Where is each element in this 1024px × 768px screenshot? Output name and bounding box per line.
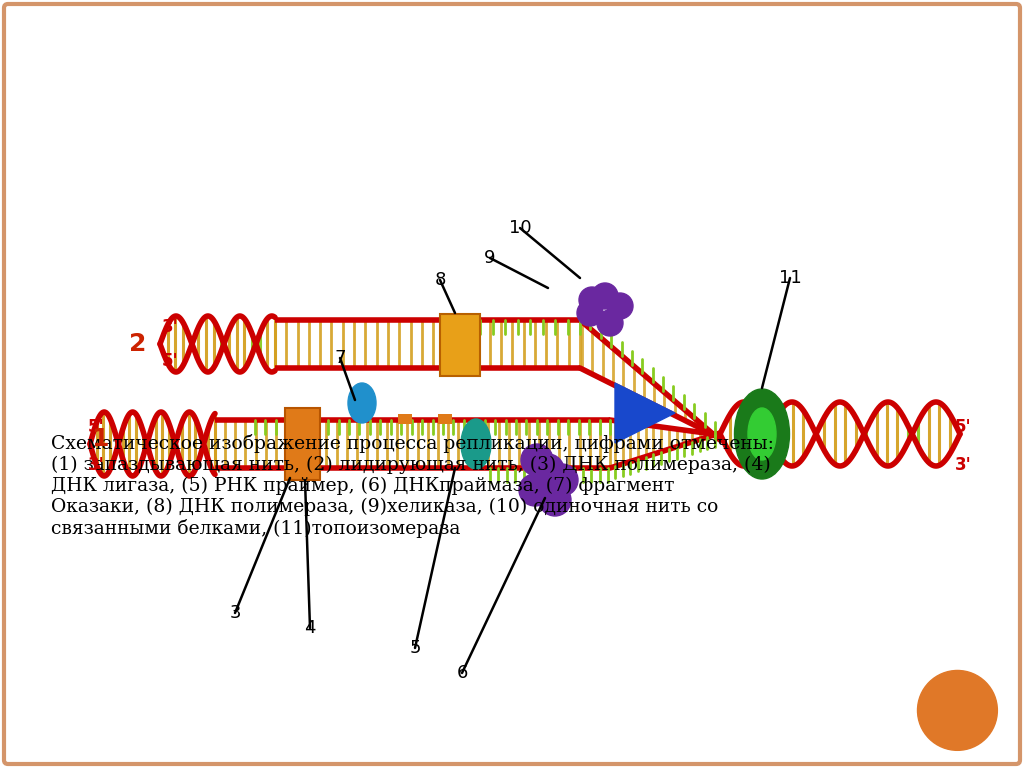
Text: 10: 10 (509, 219, 531, 237)
Text: 7: 7 (334, 349, 346, 367)
Circle shape (577, 300, 603, 326)
FancyBboxPatch shape (398, 414, 412, 424)
Text: 5': 5' (162, 352, 178, 370)
Ellipse shape (461, 419, 490, 469)
Text: 3': 3' (955, 456, 972, 474)
Text: 5: 5 (410, 639, 421, 657)
FancyBboxPatch shape (4, 4, 1020, 764)
Circle shape (539, 484, 571, 516)
Text: Схематическое изображение процесса репликации, цифрами отмечены:
(1) запаздывающ: Схематическое изображение процесса репли… (51, 434, 774, 538)
Text: 1: 1 (91, 427, 109, 451)
Ellipse shape (748, 408, 776, 460)
Ellipse shape (734, 389, 790, 479)
Circle shape (579, 287, 605, 313)
Text: 8: 8 (434, 271, 445, 289)
FancyBboxPatch shape (438, 414, 452, 424)
Circle shape (532, 454, 564, 486)
Text: 6: 6 (457, 664, 468, 682)
Text: 11: 11 (778, 269, 802, 287)
Ellipse shape (348, 383, 376, 423)
Polygon shape (615, 383, 675, 443)
Text: 2: 2 (129, 332, 146, 356)
Text: 5': 5' (88, 418, 104, 436)
Text: 9: 9 (484, 249, 496, 267)
Circle shape (521, 444, 553, 476)
FancyBboxPatch shape (285, 408, 319, 480)
Circle shape (519, 474, 551, 506)
Circle shape (607, 293, 633, 319)
FancyBboxPatch shape (440, 314, 480, 376)
Text: 3': 3' (162, 318, 179, 336)
Text: 5': 5' (955, 418, 972, 436)
Circle shape (546, 464, 578, 496)
Text: 3': 3' (88, 456, 104, 474)
Circle shape (918, 670, 997, 750)
Text: 4: 4 (304, 619, 315, 637)
Text: 3: 3 (229, 604, 241, 622)
Circle shape (592, 283, 618, 309)
Circle shape (597, 310, 623, 336)
